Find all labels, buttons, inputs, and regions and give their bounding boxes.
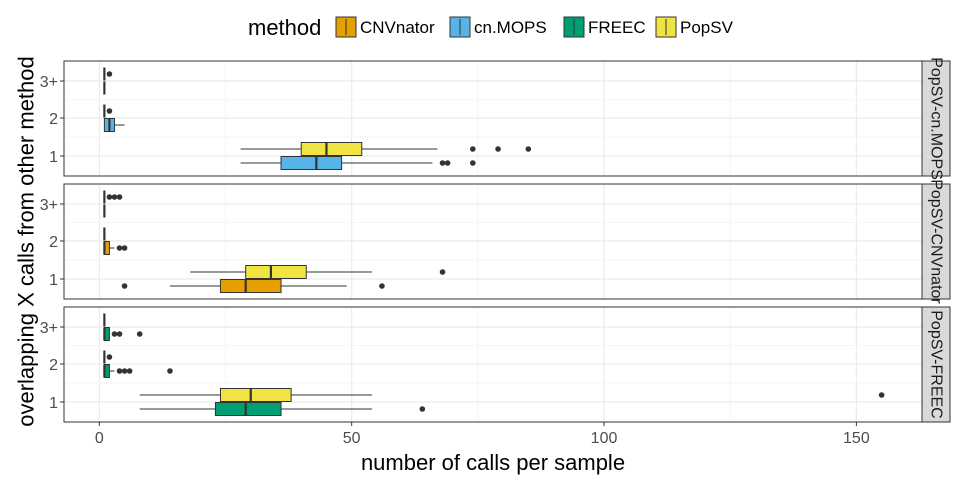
facet-strip: PopSV-CNVnator (921, 179, 951, 304)
outlier-point (121, 283, 128, 289)
strip-label: PopSV-CNVnator (928, 179, 945, 304)
box-iqr (245, 265, 307, 279)
x-tick-label: 50 (343, 430, 361, 447)
outlier-point (470, 146, 476, 152)
box-iqr (300, 142, 363, 156)
outlier-point (116, 368, 123, 374)
y-tick-label: 1 (49, 149, 58, 166)
y-tick-label: 1 (49, 395, 58, 412)
x-tick-label: 100 (591, 430, 618, 447)
box-popsv-3plus (103, 67, 113, 81)
legend-label: CNVnator (360, 18, 435, 37)
y-tick-label: 1 (49, 272, 58, 289)
outlier-point (121, 245, 128, 251)
legend-label: FREEC (588, 18, 646, 37)
x-tick-label: 0 (95, 430, 104, 447)
box-popsv-1 (139, 388, 885, 402)
outlier-point (116, 331, 123, 337)
outlier-point (167, 368, 173, 374)
y-tick-label: 2 (49, 357, 58, 374)
legend-label: PopSV (680, 18, 734, 37)
box-popsv-1 (240, 142, 532, 156)
box-freec-3plus (103, 327, 143, 341)
legend-item-cn-mops: cn.MOPS (449, 16, 547, 38)
box-popsv-1 (190, 265, 446, 279)
panel-popsv-cnvnator: 1 2 3+ PopSV-CNVnator (40, 179, 951, 304)
x-axis-title: number of calls per sample (361, 450, 625, 475)
outlier-point (379, 283, 385, 289)
facet-strip: PopSV-FREEC (921, 306, 951, 423)
y-tick-label: 2 (49, 111, 58, 128)
outlier-point (106, 108, 113, 114)
panel-popsv-cn.mops: 1 2 3+ PopSV-cn.MOPS (40, 57, 951, 180)
box-popsv-2 (103, 104, 113, 118)
outlier-point (126, 368, 133, 374)
box-popsv-2 (103, 350, 113, 364)
legend: method CNVnator cn.MOPS FREEC PopSV (248, 15, 734, 40)
strip-background (921, 60, 951, 177)
facet-panels: 1 2 3+ PopSV-cn.MOPS 1 2 3+ PopSV-CNVnator 1 2 3+ P… (40, 57, 951, 423)
facet-strip: PopSV-cn.MOPS (921, 57, 951, 180)
outlier-point (444, 160, 451, 166)
outlier-point (106, 354, 113, 360)
outlier-point (111, 194, 118, 200)
outlier-point (878, 392, 885, 398)
legend-title: method (248, 15, 321, 40)
box-cn-mops-2 (103, 118, 125, 132)
box-freec-1 (139, 402, 426, 416)
x-axis: 0 50 100 150 (95, 422, 870, 447)
outlier-point (121, 368, 128, 374)
x-tick-label: 150 (843, 430, 870, 447)
box-iqr (214, 402, 282, 416)
box-freec-2 (103, 364, 173, 378)
legend-item-popsv: PopSV (655, 16, 734, 38)
outlier-point (106, 194, 113, 200)
y-tick-label: 2 (49, 234, 58, 251)
box-iqr (219, 388, 292, 402)
box-cnvnator-1 (121, 279, 385, 293)
y-axis-title: overlapping X calls from other method (14, 56, 39, 427)
box-cnvnator-2 (103, 241, 128, 255)
legend-item-freec: FREEC (563, 16, 646, 38)
box-cn-mops-1 (240, 156, 476, 170)
box-popsv-3plus (103, 190, 123, 204)
y-tick-label: 3+ (40, 74, 58, 91)
outlier-point (495, 146, 501, 152)
legend-label: cn.MOPS (474, 18, 547, 37)
outlier-point (470, 160, 476, 166)
outlier-point (525, 146, 532, 152)
outlier-point (111, 331, 118, 337)
strip-label: PopSV-cn.MOPS (928, 57, 945, 180)
panel-popsv-freec: 1 2 3+ PopSV-FREEC (40, 306, 951, 423)
outlier-point (106, 71, 113, 77)
box-iqr (219, 279, 282, 293)
outlier-point (116, 194, 123, 200)
outlier-point (439, 269, 446, 275)
outlier-point (439, 160, 446, 166)
y-tick-label: 3+ (40, 320, 58, 337)
strip-label: PopSV-FREEC (928, 310, 945, 418)
legend-item-cnvnator: CNVnator (335, 16, 435, 38)
outlier-point (419, 406, 426, 412)
strip-background (921, 183, 951, 300)
y-tick-label: 3+ (40, 197, 58, 214)
strip-background (921, 306, 951, 423)
outlier-point (116, 245, 123, 251)
box-iqr (280, 156, 343, 170)
outlier-point (136, 331, 143, 337)
